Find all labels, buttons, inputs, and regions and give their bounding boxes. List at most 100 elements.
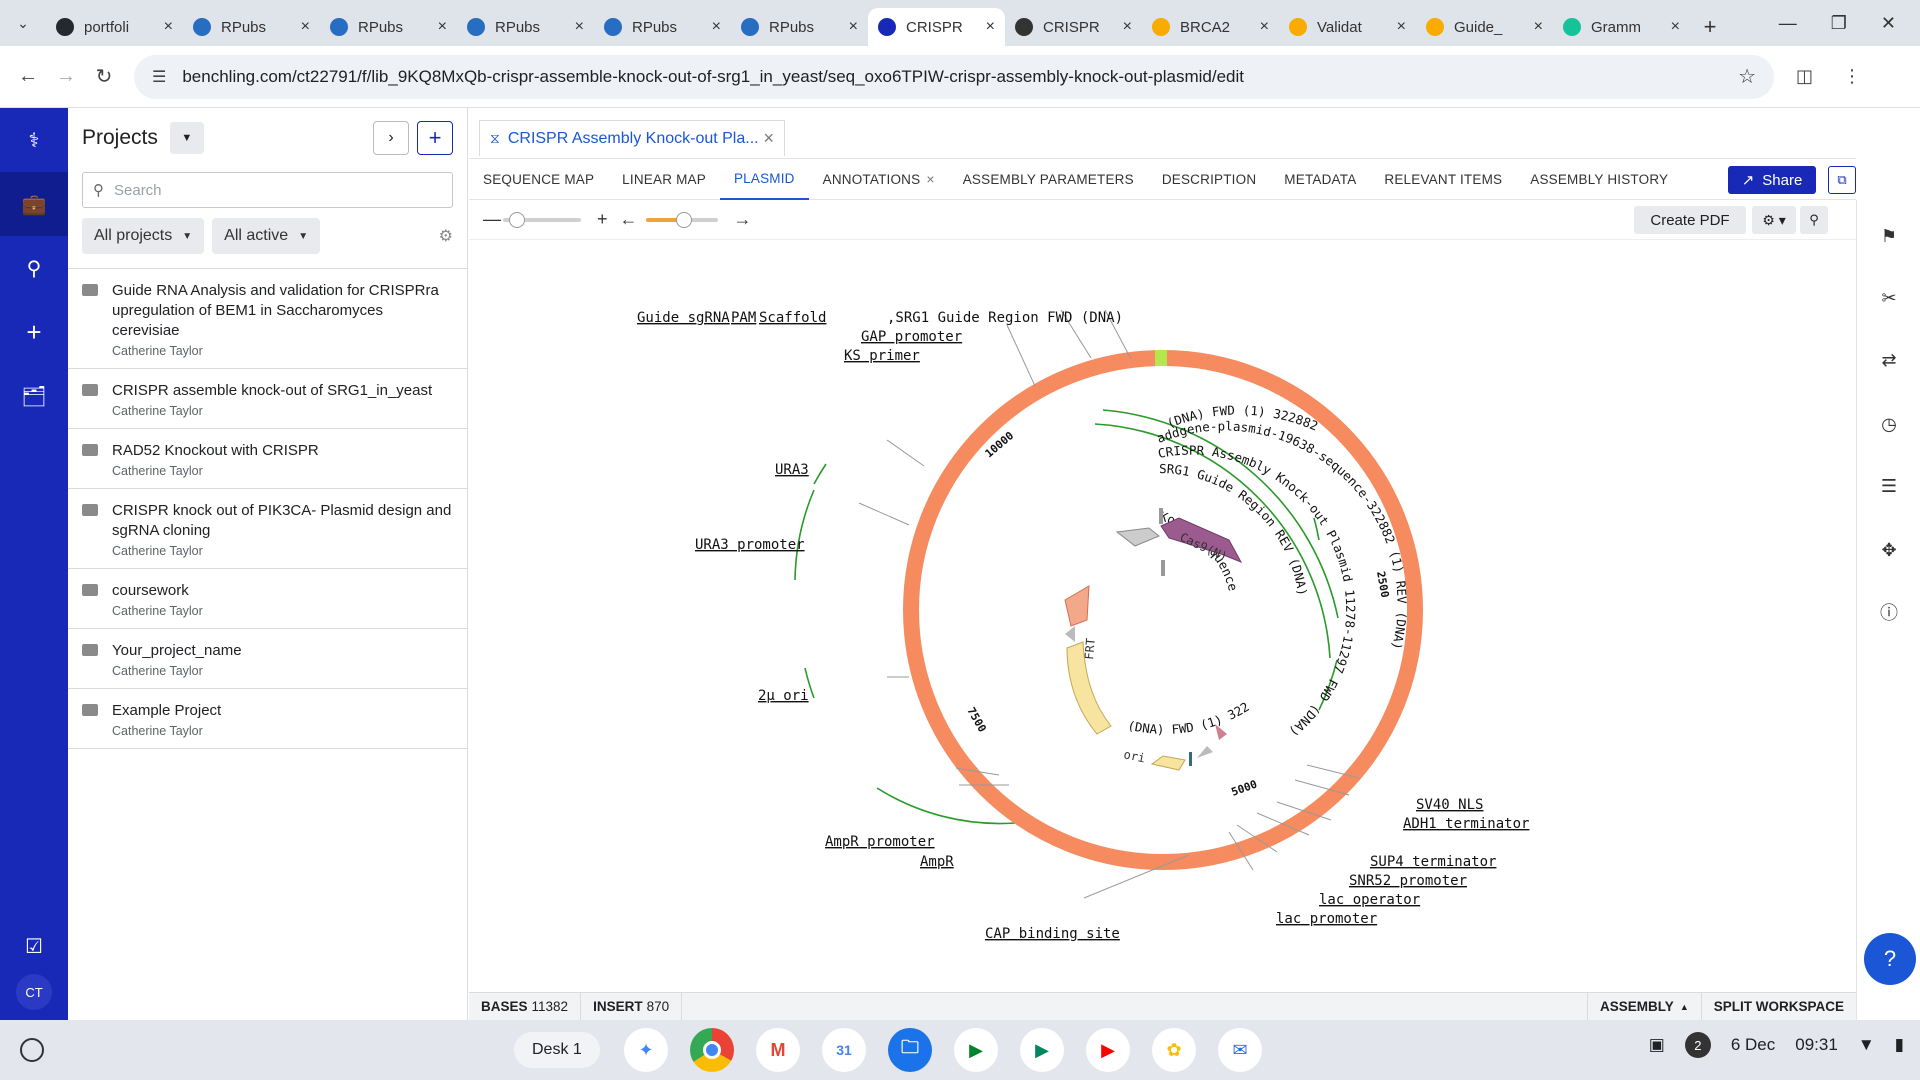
close-tab-icon[interactable]: × xyxy=(574,18,584,35)
feature-label[interactable]: SUP4 terminator xyxy=(1370,854,1496,870)
project-list-item[interactable]: CRISPR knock out of PIK3CA- Plasmid desi… xyxy=(68,489,467,569)
rotate-right-icon[interactable]: → xyxy=(733,209,752,229)
bookmark-star-icon[interactable]: ☆ xyxy=(1738,66,1756,88)
close-tab-icon[interactable]: × xyxy=(985,18,995,35)
gemini-icon[interactable]: ✦ xyxy=(624,1028,668,1072)
projects-dropdown-button[interactable]: ▼ xyxy=(169,122,204,154)
address-bar[interactable]: ☰ benchling.com/ct22791/f/lib_9KQ8MxQb-c… xyxy=(134,54,1774,99)
browser-tab[interactable]: Guide_ × xyxy=(1416,8,1553,46)
project-search-input[interactable]: ⚲ Search xyxy=(82,172,453,208)
bookmark-icon[interactable]: ⚑ xyxy=(1880,225,1898,246)
feature-label[interactable]: Scaffold xyxy=(759,310,826,326)
view-tab[interactable]: PLASMID xyxy=(719,158,809,200)
minimize-icon[interactable]: — xyxy=(1778,12,1797,33)
close-tab-icon[interactable]: × xyxy=(1122,18,1132,35)
collapse-panel-button[interactable]: › xyxy=(373,121,409,155)
view-tab[interactable]: SEQUENCE MAP xyxy=(469,158,608,200)
extensions-icon[interactable]: ◫ xyxy=(1796,66,1814,86)
close-tab-icon[interactable]: × xyxy=(926,171,935,187)
feature-label[interactable]: GAP promoter xyxy=(861,329,962,345)
close-tab-icon[interactable]: × xyxy=(1259,18,1269,35)
feature-label[interactable]: ori xyxy=(1122,747,1146,765)
feature-label[interactable]: URA3 xyxy=(775,462,809,478)
close-tab-icon[interactable]: × xyxy=(1670,18,1680,35)
project-name[interactable]: Your_project_name xyxy=(112,642,242,659)
frt-arrow-feature[interactable] xyxy=(1064,585,1090,627)
feature-label[interactable]: CAP binding site xyxy=(985,926,1120,942)
annotation-arc[interactable] xyxy=(1313,517,1320,541)
calendar-icon[interactable]: 31 xyxy=(822,1028,866,1072)
project-list-item[interactable]: RAD52 Knockout with CRISPR Catherine Tayl… xyxy=(68,429,467,489)
feature-label[interactable]: KS primer xyxy=(844,348,920,364)
browser-tab[interactable]: BRCA2 × xyxy=(1142,8,1279,46)
annotation-arc[interactable] xyxy=(794,489,815,581)
cas9-feature[interactable] xyxy=(1160,517,1243,563)
chrome-icon[interactable] xyxy=(690,1028,734,1072)
launcher-icon[interactable] xyxy=(20,1038,44,1062)
files-icon[interactable]: 🗀 xyxy=(888,1028,932,1072)
guide-region-marker[interactable] xyxy=(1155,350,1167,366)
messages-icon[interactable]: ✉ xyxy=(1218,1028,1262,1072)
project-list-item[interactable]: CRISPR assemble knock-out of SRG1_in_yea… xyxy=(68,369,467,429)
annotation-arc[interactable] xyxy=(876,787,1016,825)
create-plus-icon[interactable]: + xyxy=(26,316,42,347)
rotate-left-icon[interactable]: ← xyxy=(619,209,638,229)
feature-label[interactable]: ,SRG1 Guide Region FWD (DNA) xyxy=(887,310,1123,326)
feature-label[interactable]: SV40 NLS xyxy=(1416,797,1483,813)
annotation-arc[interactable] xyxy=(1094,423,1331,659)
feature-label[interactable]: AmpR promoter xyxy=(825,834,935,850)
move-arrows-icon[interactable]: ✥ xyxy=(1881,539,1897,560)
project-list-item[interactable]: Guide RNA Analysis and validation for CR… xyxy=(68,269,467,369)
feature-label[interactable]: SNR52 promoter xyxy=(1349,873,1467,889)
close-window-icon[interactable]: ✕ xyxy=(1880,12,1896,33)
close-tab-icon[interactable]: × xyxy=(763,128,774,148)
feature-label[interactable]: Guide sgRNA xyxy=(637,310,730,326)
forward-icon[interactable]: → xyxy=(56,65,76,87)
close-tab-icon[interactable]: × xyxy=(711,18,721,35)
list-lines-icon[interactable]: ☰ xyxy=(1880,475,1898,496)
close-tab-icon[interactable]: × xyxy=(1396,18,1406,35)
marker-feature[interactable] xyxy=(1159,508,1163,524)
tab-search-chevron-icon[interactable]: ⌄ xyxy=(17,14,29,31)
view-tab[interactable]: ASSEMBLY HISTORY xyxy=(1516,158,1682,200)
close-tab-icon[interactable]: × xyxy=(848,18,858,35)
gmail-icon[interactable]: M xyxy=(756,1028,800,1072)
filter-settings-icon[interactable]: ⚙ xyxy=(438,228,453,245)
annotation-arc[interactable] xyxy=(804,667,815,699)
browser-tab[interactable]: RPubs × xyxy=(457,8,594,46)
reload-icon[interactable]: ↻ xyxy=(95,66,113,88)
new-tab-button[interactable]: + xyxy=(1703,14,1717,39)
project-name[interactable]: CRISPR assemble knock-out of SRG1_in_yea… xyxy=(112,382,433,399)
annotation-arc[interactable] xyxy=(1102,409,1339,619)
browser-tab[interactable]: Gramm × xyxy=(1553,8,1690,46)
feature-label[interactable]: FRT xyxy=(1082,637,1098,660)
zoom-slider[interactable] xyxy=(503,211,581,228)
browser-tab[interactable]: Validat × xyxy=(1279,8,1416,46)
all-projects-filter[interactable]: All projects ▼ xyxy=(82,218,205,254)
view-tab[interactable]: RELEVANT ITEMS xyxy=(1370,158,1516,200)
marker-feature[interactable] xyxy=(1161,560,1165,576)
project-name[interactable]: CRISPR knock out of PIK3CA- Plasmid desi… xyxy=(112,502,452,539)
scissors-icon[interactable]: ✂ xyxy=(1881,287,1897,308)
browser-tab[interactable]: CRISPR × xyxy=(1005,8,1142,46)
youtube-icon[interactable]: ▶ xyxy=(1086,1028,1130,1072)
meet-icon[interactable]: ▶ xyxy=(954,1028,998,1072)
folder-transfer-icon[interactable]: 🗂 xyxy=(21,385,47,408)
project-name[interactable]: Example Project xyxy=(112,702,222,719)
plasmid-map[interactable]: 10000 2500 5000 7500 Guide sgRNA PAM Sca… xyxy=(465,228,1856,988)
play-store-icon[interactable]: ▶ xyxy=(1020,1028,1064,1072)
view-tab[interactable]: LINEAR MAP xyxy=(608,158,720,200)
projects-briefcase-icon[interactable]: 💼 xyxy=(0,172,68,236)
close-tab-icon[interactable]: × xyxy=(437,18,447,35)
plasmid-map-svg[interactable]: 10000 2500 5000 7500 Guide sgRNA PAM Sca… xyxy=(465,228,1856,988)
view-tab[interactable]: DESCRIPTION xyxy=(1148,158,1270,200)
info-icon[interactable]: ⓘ xyxy=(1880,603,1898,623)
desk-switcher[interactable]: Desk 1 xyxy=(514,1032,600,1068)
benchling-logo-icon[interactable]: ⚕ xyxy=(28,129,40,152)
feature-label[interactable]: lac operator xyxy=(1319,892,1420,908)
assembly-button[interactable]: ASSEMBLY ▲ xyxy=(1587,992,1701,1021)
project-name[interactable]: RAD52 Knockout with CRISPR xyxy=(112,442,319,459)
close-tab-icon[interactable]: × xyxy=(1533,18,1543,35)
project-name[interactable]: Guide RNA Analysis and validation for CR… xyxy=(112,282,439,339)
zoom-in-icon[interactable]: + xyxy=(597,209,608,229)
